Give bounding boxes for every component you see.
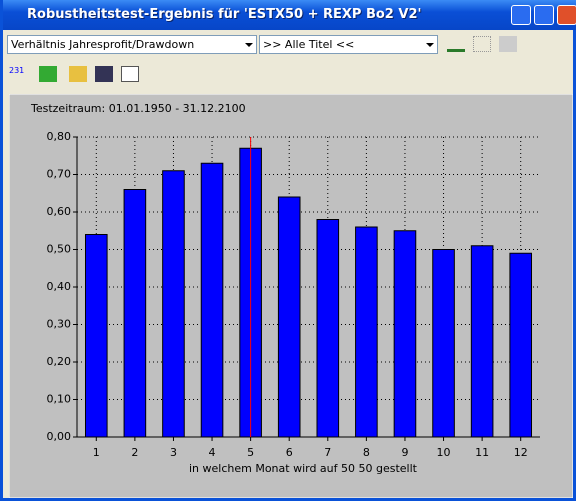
maximize-button[interactable] — [534, 5, 554, 25]
view-icon[interactable] — [499, 36, 517, 52]
bar — [84, 234, 108, 438]
bar — [123, 189, 147, 438]
copy-icon[interactable] — [121, 66, 139, 82]
x-axis-label: in welchem Monat wird auf 50 50 gestellt — [189, 462, 418, 475]
x-tick-label: 11 — [475, 446, 489, 459]
grid-icon[interactable] — [473, 36, 491, 52]
x-tick-label: 2 — [131, 446, 138, 459]
bar — [355, 226, 378, 438]
bar — [200, 162, 224, 438]
x-tick-label: 10 — [437, 446, 451, 459]
title-select[interactable]: >> Alle Titel << — [259, 35, 438, 54]
x-tick-label: 5 — [247, 446, 254, 459]
measure-select[interactable]: Verhältnis Jahresprofit/Drawdown — [7, 35, 257, 54]
bar — [162, 170, 185, 438]
chart: Testzeitraum: 01.01.1950 - 31.12.2100 in… — [9, 94, 573, 498]
x-tick-label: 9 — [401, 446, 408, 459]
y-tick-label: 0,00 — [47, 430, 72, 443]
x-tick-label: 1 — [93, 446, 100, 459]
y-tick-label: 0,40 — [47, 280, 72, 293]
x-tick-label: 7 — [324, 446, 331, 459]
bar — [509, 252, 533, 438]
open-icon[interactable] — [69, 66, 87, 82]
x-tick-label: 12 — [514, 446, 528, 459]
counter-icon[interactable]: 231 — [9, 66, 25, 75]
y-tick-label: 0,10 — [47, 393, 72, 406]
y-tick-label: 0,70 — [47, 168, 72, 181]
y-tick-label: 0,80 — [47, 130, 72, 143]
bar — [277, 196, 301, 438]
y-tick-label: 0,50 — [47, 243, 72, 256]
bar — [393, 230, 417, 438]
close-button[interactable] — [557, 5, 576, 25]
x-tick-label: 3 — [170, 446, 177, 459]
chart-subtitle: Testzeitraum: 01.01.1950 - 31.12.2100 — [30, 102, 246, 115]
bar — [432, 249, 455, 438]
chart-icon[interactable] — [447, 36, 465, 52]
exit-icon[interactable] — [39, 66, 57, 82]
window-title: Robustheitstest-Ergebnis für 'ESTX50 + R… — [27, 7, 422, 22]
x-tick-label: 8 — [363, 446, 370, 459]
title-bar: Robustheitstest-Ergebnis für 'ESTX50 + R… — [3, 0, 576, 30]
x-tick-label: 6 — [286, 446, 293, 459]
y-tick-label: 0,20 — [47, 355, 72, 368]
minimize-button[interactable] — [511, 5, 531, 25]
bar — [316, 219, 340, 438]
save-icon[interactable] — [95, 66, 113, 82]
y-tick-label: 0,60 — [47, 205, 72, 218]
y-tick-label: 0,30 — [47, 318, 72, 331]
bar — [470, 245, 494, 438]
x-tick-label: 4 — [209, 446, 216, 459]
